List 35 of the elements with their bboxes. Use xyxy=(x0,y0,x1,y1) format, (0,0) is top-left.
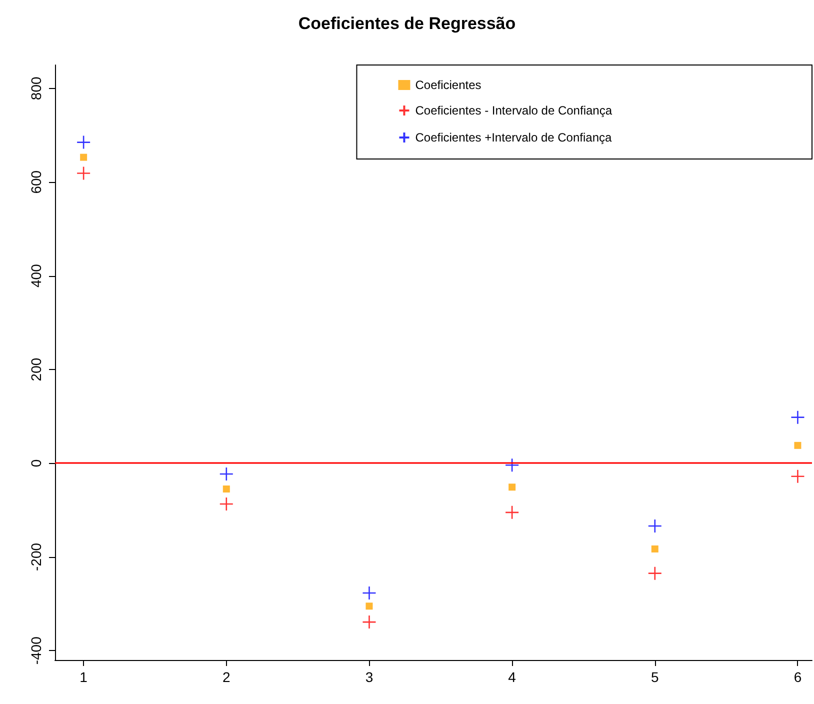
y-tick-label: -400 xyxy=(28,636,44,665)
point xyxy=(80,154,88,161)
y-tick-label: 200 xyxy=(28,358,44,382)
point xyxy=(362,586,376,600)
point xyxy=(648,518,662,534)
point xyxy=(219,466,234,482)
point xyxy=(362,614,376,630)
point xyxy=(76,135,91,150)
y-tick-label: 800 xyxy=(28,76,44,100)
point xyxy=(651,545,658,552)
legend-label: Coeficientes +Intervalo de Confiança xyxy=(415,130,612,144)
point xyxy=(504,505,520,520)
point xyxy=(790,469,805,484)
legend-label: Coeficientes xyxy=(415,78,482,92)
point xyxy=(76,166,91,180)
x-tick-label: 6 xyxy=(794,669,802,685)
y-tick-label: 400 xyxy=(28,264,44,288)
y-tick-label: 600 xyxy=(28,170,44,194)
legend-label: Coeficientes - Intervalo de Confiança xyxy=(415,104,612,118)
point xyxy=(648,566,662,580)
point xyxy=(504,458,520,472)
y-tick-label: -200 xyxy=(28,542,44,571)
x-tick-label: 4 xyxy=(508,669,516,685)
x-tick-label: 5 xyxy=(650,669,659,685)
x-tick-label: 2 xyxy=(222,669,230,685)
x-tick-label: 1 xyxy=(80,669,88,685)
point xyxy=(366,602,373,610)
point xyxy=(794,442,802,449)
x-tick-label: 3 xyxy=(365,669,374,685)
point xyxy=(222,485,230,492)
point xyxy=(508,484,516,491)
chart-title: Coeficientes de Regressão xyxy=(298,14,516,33)
point xyxy=(790,410,805,424)
point xyxy=(219,496,234,512)
y-tick-label: 0 xyxy=(28,459,44,468)
